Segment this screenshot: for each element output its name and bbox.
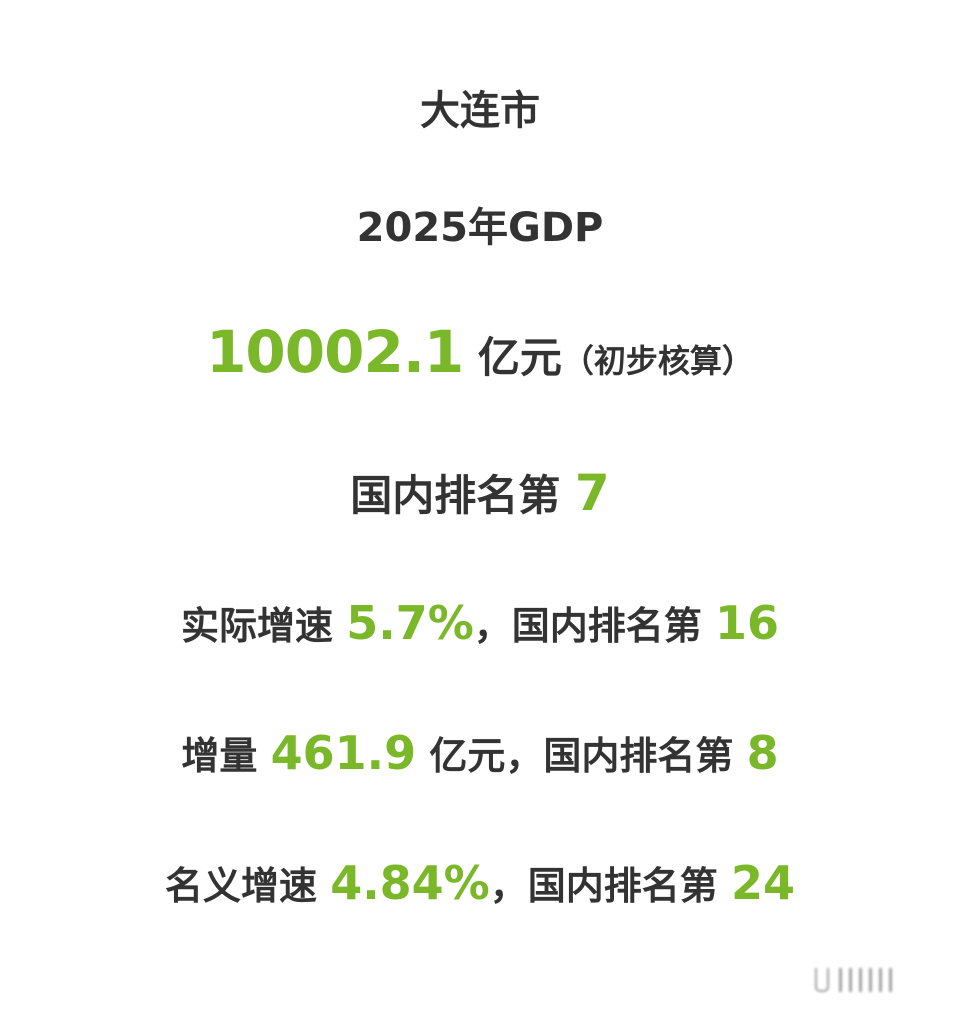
- real-growth-rank-label: ，国内排名第: [473, 604, 716, 648]
- nominal-growth-rank: 24: [731, 856, 796, 910]
- nominal-growth-value: 4.84%: [330, 856, 490, 910]
- gdp-value-line: 10002.1 亿元（初步核算）: [0, 318, 960, 386]
- increment-rank-label: ，国内排名第: [505, 734, 747, 778]
- watermark-icon: [815, 968, 940, 996]
- gdp-title: 2025年GDP: [356, 205, 604, 251]
- real-growth-line: 实际增速 5.7%，国内排名第 16: [0, 595, 960, 650]
- nominal-growth-label: 名义增速: [164, 864, 331, 908]
- gdp-unit: 亿元: [477, 333, 562, 382]
- increment-unit: 亿元: [416, 734, 506, 778]
- increment-line: 增量 461.9 亿元，国内排名第 8: [0, 725, 960, 780]
- real-growth-label: 实际增速: [180, 604, 347, 648]
- real-growth-rank: 16: [715, 596, 780, 650]
- increment-value: 461.9: [270, 726, 417, 780]
- increment-rank: 8: [746, 726, 779, 780]
- gdp-rank-line: 国内排名第 7: [0, 462, 960, 523]
- nominal-growth-rank-label: ，国内排名第: [489, 864, 732, 908]
- real-growth-value: 5.7%: [346, 596, 474, 650]
- gdp-value: 10002.1: [206, 318, 464, 386]
- nominal-growth-line: 名义增速 4.84%，国内排名第 24: [0, 855, 960, 910]
- city-title: 大连市: [420, 88, 540, 134]
- gdp-note: （初步核算）: [561, 342, 754, 380]
- rank-label: 国内排名第: [350, 471, 575, 520]
- rank-value: 7: [574, 464, 610, 522]
- increment-label: 增量: [181, 734, 271, 778]
